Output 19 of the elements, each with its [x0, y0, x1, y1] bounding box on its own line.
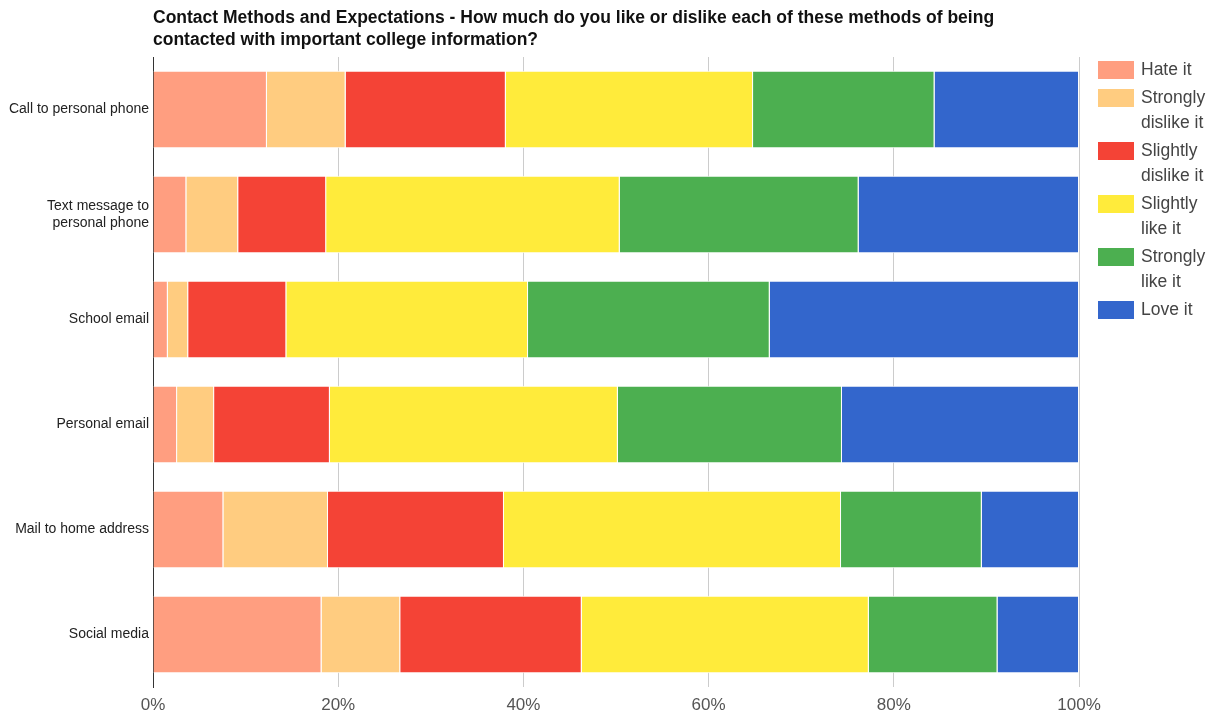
x-tick-label: 40% [506, 694, 541, 714]
x-tick-label: 80% [876, 694, 911, 714]
y-tick-label: Social media [68, 625, 150, 642]
y-tick-label: Mail to home address [15, 520, 149, 537]
legend-label: Strongly dislike it [1141, 86, 1207, 134]
x-tick-label: 20% [321, 694, 356, 714]
x-tick-label: 60% [691, 694, 726, 714]
y-tick-label: Personal email [56, 415, 149, 432]
legend-label: Love it [1141, 298, 1194, 321]
legend-label: Slightly dislike it [1141, 139, 1205, 187]
legend-label: Hate it [1141, 58, 1193, 81]
legend-label: Slightly like it [1141, 192, 1199, 240]
y-tick-label: Text message to personal phone [47, 196, 150, 230]
x-tick-label: 100% [1057, 694, 1101, 714]
x-tick-label: 0% [140, 694, 166, 714]
legend-label: Strongly like it [1141, 245, 1207, 293]
chart-title: Contact Methods and Expectations - How much do you like or dislike each of these methods of being contacted with important college information? [153, 6, 996, 50]
y-tick-label: School email [68, 310, 149, 327]
y-tick-label: Call to personal phone [8, 100, 150, 117]
